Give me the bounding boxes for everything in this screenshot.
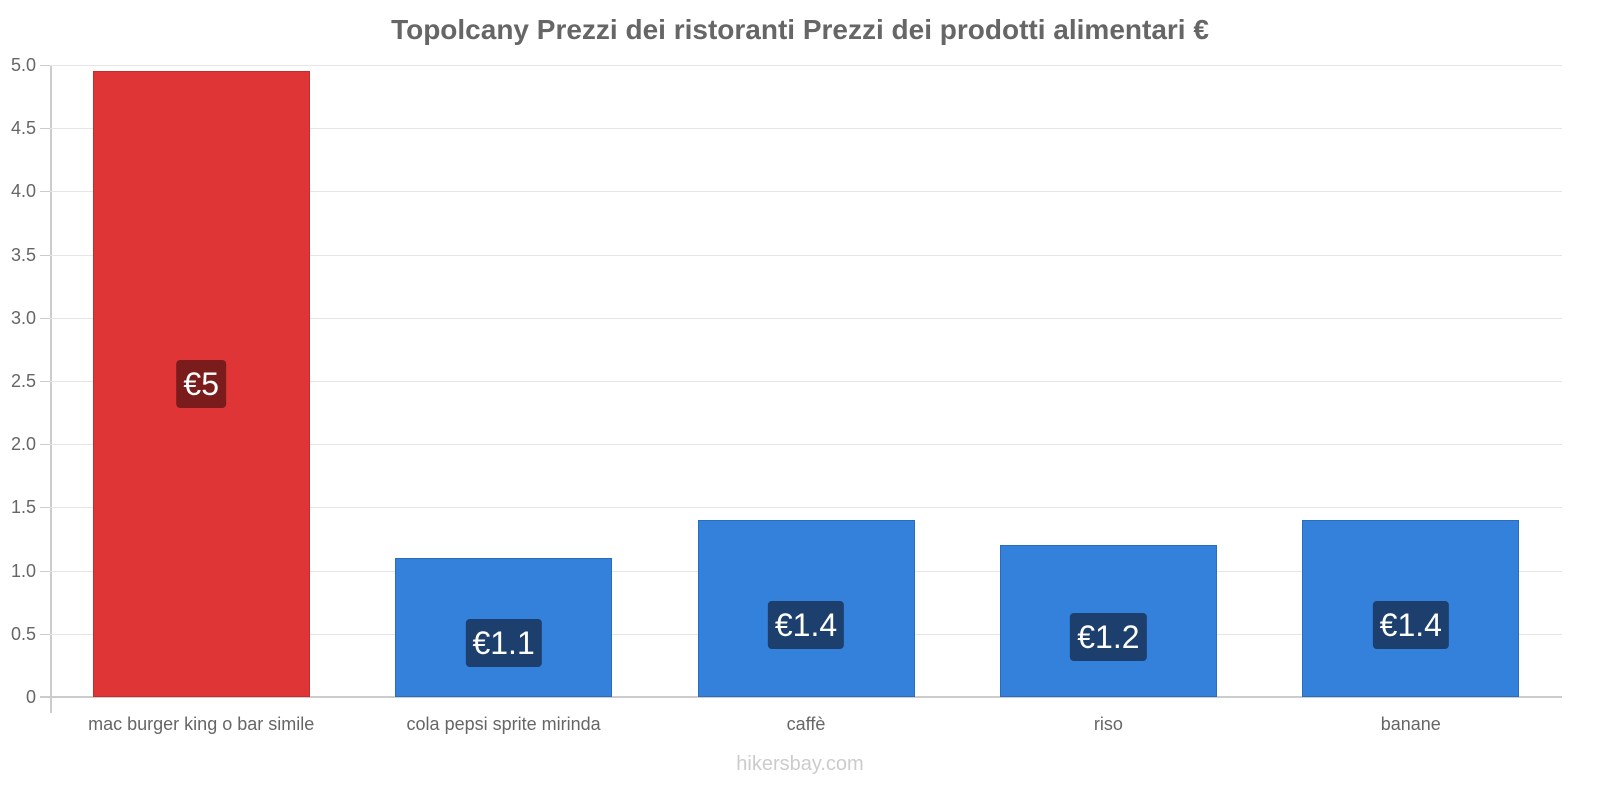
y-axis-line	[50, 65, 52, 713]
x-category-label: riso	[1093, 714, 1123, 734]
y-tick-label: 4.0	[10, 181, 36, 201]
data-label: €1.2	[1070, 613, 1147, 662]
gridline	[50, 318, 1562, 319]
y-tick-label: 5.0	[10, 55, 36, 75]
data-label: €1.4	[1372, 600, 1449, 649]
y-tick-mark	[40, 634, 50, 635]
y-tick-label: 4.5	[10, 118, 36, 138]
x-axis-line	[40, 696, 1562, 698]
y-tick-label: 2.5	[10, 371, 36, 391]
y-tick-mark	[40, 507, 50, 508]
gridline	[50, 444, 1562, 445]
y-tick-mark	[40, 318, 50, 319]
data-label: €1.1	[465, 619, 542, 668]
y-tick-label: 1.5	[10, 497, 36, 517]
data-label: €1.4	[767, 600, 845, 649]
y-tick-label: 3.0	[10, 308, 36, 328]
x-category-label: caffè	[786, 714, 826, 734]
gridline	[50, 128, 1562, 129]
y-tick-label: 0	[25, 687, 36, 707]
chart-title: Topolcany Prezzi dei ristoranti Prezzi d…	[391, 14, 1209, 45]
x-category-label: cola pepsi sprite mirinda	[406, 714, 601, 734]
y-tick-label: 0.5	[10, 624, 36, 644]
data-label: €5	[176, 360, 226, 409]
gridline	[50, 507, 1562, 508]
y-tick-mark	[40, 65, 50, 66]
y-tick-mark	[40, 255, 50, 256]
gridline	[50, 65, 1562, 66]
y-tick-mark	[40, 697, 50, 698]
y-tick-mark	[40, 191, 50, 192]
y-tick-label: 1.0	[10, 561, 36, 581]
gridline	[50, 381, 1562, 382]
watermark: hikersbay.com	[736, 753, 864, 775]
y-tick-mark	[40, 571, 50, 572]
y-tick-label: 3.5	[10, 245, 36, 265]
y-tick-label: 2.0	[10, 434, 36, 454]
y-tick-mark	[40, 381, 50, 382]
y-tick-mark	[40, 128, 50, 129]
y-tick-mark	[40, 444, 50, 445]
x-category-label: banane	[1380, 714, 1441, 734]
gridline	[50, 255, 1562, 256]
x-category-label: mac burger king o bar simile	[88, 714, 315, 734]
gridline	[50, 191, 1562, 192]
